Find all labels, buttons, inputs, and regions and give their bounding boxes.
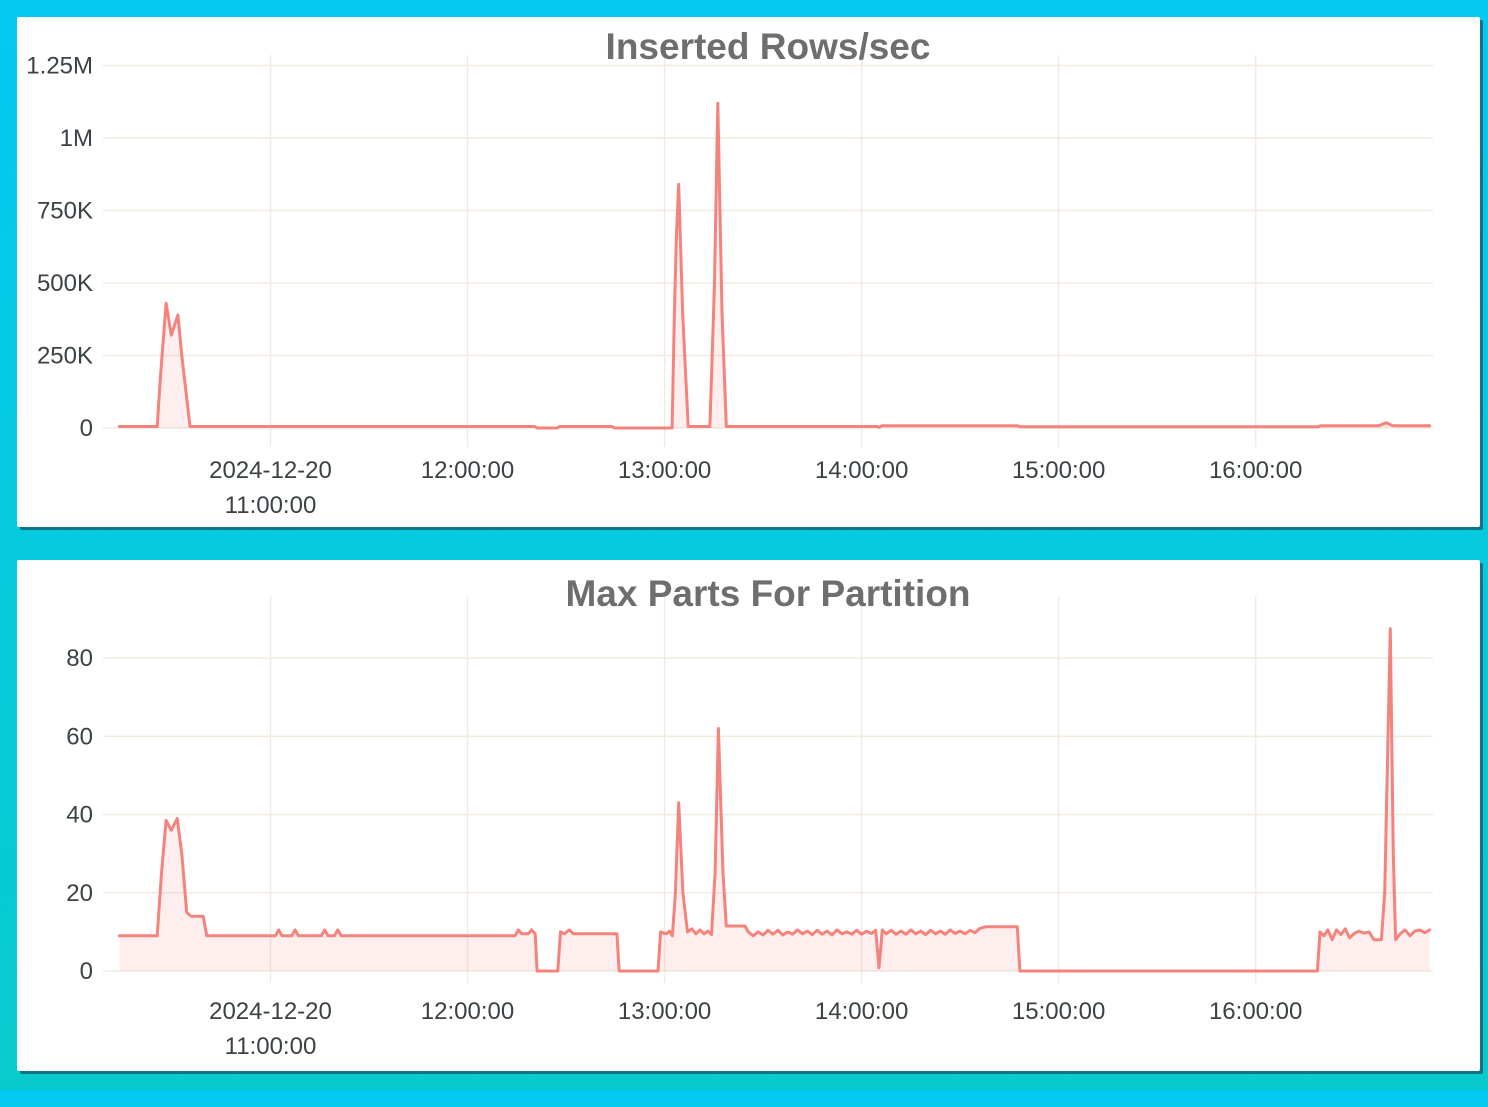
x-tick-label: 11:00:00 [225, 492, 317, 519]
chart-panel-max-parts: 0 20 40 60 80 2024-12-20 11:00:00 12:00:00 13:00… [17, 560, 1480, 1071]
y-tick-label: 250K [37, 342, 93, 369]
x-tick-label: 16:00:00 [1209, 457, 1302, 484]
x-tick-label: 15:00:00 [1012, 457, 1105, 484]
y-tick-label: 0 [80, 415, 93, 442]
y-tick-label: 40 [66, 802, 93, 829]
y-tick-label: 60 [66, 723, 93, 750]
x-tick-label: 14:00:00 [815, 998, 908, 1025]
series-area-fill [119, 628, 1430, 971]
x-tick-label: 12:00:00 [421, 998, 514, 1025]
series-area-fill [119, 103, 1430, 428]
y-tick-label: 750K [37, 197, 93, 224]
y-tick-label: 20 [66, 880, 93, 907]
x-tick-label: 11:00:00 [225, 1033, 317, 1060]
max-parts-chart[interactable]: 0 20 40 60 80 2024-12-20 11:00:00 12:00:00 13:00… [17, 560, 1480, 1071]
x-tick-label: 16:00:00 [1209, 998, 1302, 1025]
x-tick-label: 2024-12-20 [209, 457, 332, 484]
x-tick-label: 13:00:00 [618, 457, 711, 484]
y-tick-label: 1.25M [26, 52, 93, 79]
y-tick-label: 80 [66, 645, 93, 672]
x-tick-label: 12:00:00 [421, 457, 514, 484]
y-tick-label: 1M [60, 125, 93, 152]
inserted-rows-chart[interactable]: 0 250K 500K 750K 1M 1.25M 2024-12-20 11:00:00 12… [17, 17, 1480, 527]
series-line [117, 101, 1432, 430]
chart-panel-inserted-rows: 0 250K 500K 750K 1M 1.25M 2024-12-20 11:00:00 12… [17, 17, 1480, 527]
x-tick-label: 2024-12-20 [209, 998, 332, 1025]
chart-title: Inserted Rows/sec [606, 26, 931, 67]
x-tick-label: 14:00:00 [815, 457, 908, 484]
y-tick-label: 0 [80, 958, 93, 985]
x-tick-label: 15:00:00 [1012, 998, 1105, 1025]
x-tick-label: 13:00:00 [618, 998, 711, 1025]
y-tick-label: 500K [37, 270, 93, 297]
dashboard-frame: 0 250K 500K 750K 1M 1.25M 2024-12-20 11:00:00 12… [0, 17, 1488, 1071]
series-line [117, 627, 1432, 973]
chart-title: Max Parts For Partition [565, 573, 970, 614]
